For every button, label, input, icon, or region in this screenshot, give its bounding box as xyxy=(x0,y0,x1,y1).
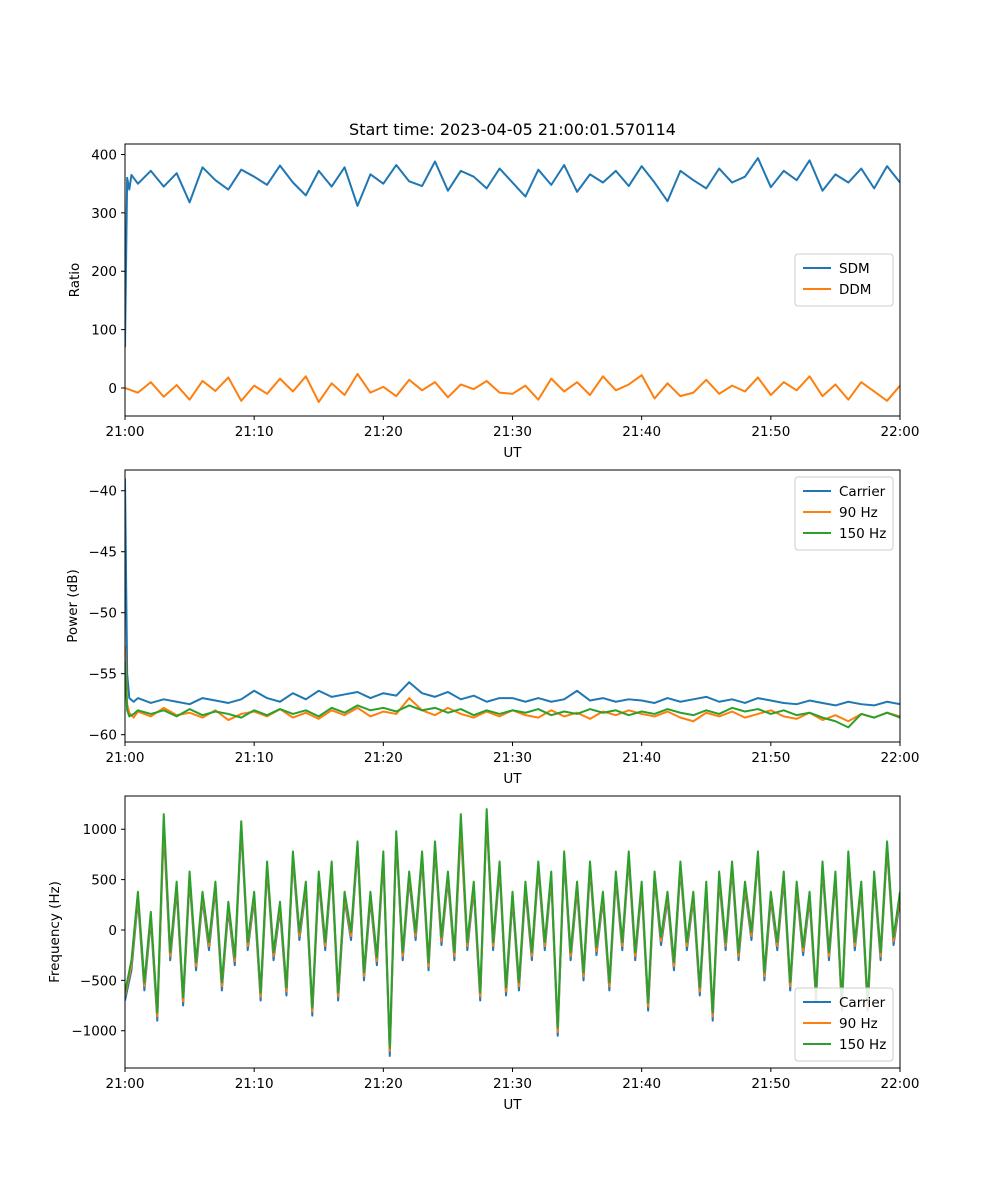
y-tick-label: −40 xyxy=(89,484,118,500)
x-tick-label: 22:00 xyxy=(881,424,920,440)
x-tick-label: 21:00 xyxy=(106,424,145,440)
x-tick-label: 21:50 xyxy=(751,424,790,440)
x-tick-label: 21:20 xyxy=(364,750,403,766)
y-tick-label: 400 xyxy=(91,148,117,164)
y-axis-label: Frequency (Hz) xyxy=(47,881,63,983)
y-tick-label: −500 xyxy=(80,973,117,989)
x-tick-label: 21:10 xyxy=(235,424,274,440)
legend-label: 150 Hz xyxy=(839,1037,886,1053)
legend: SDM DDM xyxy=(794,253,894,307)
x-tick-label: 22:00 xyxy=(881,750,920,766)
series-line-carrier xyxy=(125,478,900,707)
x-tick-label: 21:00 xyxy=(106,750,145,766)
x-tick-label: 21:10 xyxy=(235,750,274,766)
legend-label: 90 Hz xyxy=(839,505,878,521)
legend: Carrier 90 Hz 150 Hz xyxy=(794,476,894,551)
y-tick-label: 0 xyxy=(108,381,117,397)
x-tick-label: 21:20 xyxy=(364,1076,403,1092)
x-tick-label: 21:30 xyxy=(493,1076,532,1092)
x-axis-label: UT xyxy=(503,1097,522,1113)
y-tick-label: −50 xyxy=(89,606,118,622)
x-axis-label: UT xyxy=(503,445,522,461)
legend-label: Carrier xyxy=(839,995,886,1011)
legend-label: SDM xyxy=(839,261,870,277)
series-line-sdm xyxy=(125,157,900,348)
x-axis-label: UT xyxy=(503,771,522,787)
frequency-panel: 21:00 21:10 21:20 21:30 21:40 21:50 22:00 1000 5… xyxy=(47,795,920,1113)
power-panel: 21:00 21:10 21:20 21:30 21:40 21:50 22:00 −40 −4… xyxy=(65,469,920,787)
x-tick-label: 21:10 xyxy=(235,1076,274,1092)
x-tick-label: 21:40 xyxy=(622,1076,661,1092)
x-tick-label: 21:50 xyxy=(751,1076,790,1092)
y-tick-label: 500 xyxy=(91,873,117,889)
y-axis-label: Ratio xyxy=(67,263,83,298)
legend-label: DDM xyxy=(839,282,871,298)
x-tick-label: 21:30 xyxy=(493,424,532,440)
x-tick-label: 21:50 xyxy=(751,750,790,766)
y-tick-label: 1000 xyxy=(83,822,117,838)
chart-title: Start time: 2023-04-05 21:00:01.570114 xyxy=(349,120,676,139)
y-tick-label: −1000 xyxy=(71,1024,117,1040)
y-tick-label: 200 xyxy=(91,264,117,280)
x-tick-label: 21:20 xyxy=(364,424,403,440)
legend-label: 150 Hz xyxy=(839,526,886,542)
y-tick-label: 0 xyxy=(108,923,117,939)
legend-box xyxy=(794,476,894,551)
x-tick-label: 21:30 xyxy=(493,750,532,766)
legend-box xyxy=(794,987,894,1062)
series-line-150-hz xyxy=(125,661,900,729)
y-tick-label: −55 xyxy=(89,667,118,683)
series-line-ddm xyxy=(125,372,900,403)
x-tick-label: 21:40 xyxy=(622,750,661,766)
x-tick-label: 21:40 xyxy=(622,424,661,440)
legend-label: Carrier xyxy=(839,484,886,500)
legend-label: 90 Hz xyxy=(839,1016,878,1032)
ratio-panel: 21:00 21:10 21:20 21:30 21:40 21:50 22:00 0 100 2… xyxy=(67,120,919,461)
y-axis-label: Power (dB) xyxy=(65,569,81,642)
y-tick-label: −45 xyxy=(89,545,118,561)
x-tick-label: 22:00 xyxy=(881,1076,920,1092)
y-tick-label: 100 xyxy=(91,323,117,339)
y-tick-label: −60 xyxy=(89,728,118,744)
y-tick-label: 300 xyxy=(91,206,117,222)
series-line-150-hz xyxy=(125,808,900,1049)
x-tick-label: 21:00 xyxy=(106,1076,145,1092)
legend: Carrier 90 Hz 150 Hz xyxy=(794,987,894,1062)
